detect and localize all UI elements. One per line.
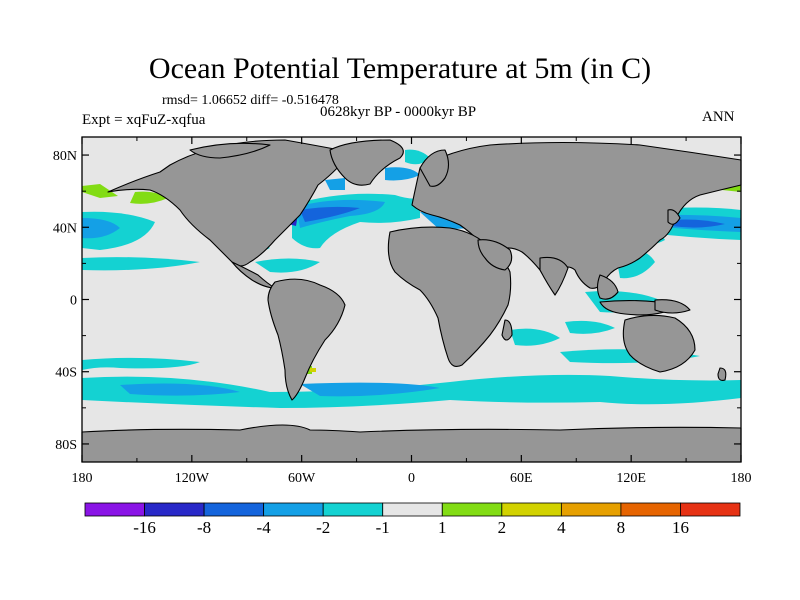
anomaly-cyan-tropical-indian (565, 320, 615, 334)
anomaly-green-aleutian (130, 191, 168, 204)
lon-tick-label: 120E (616, 471, 646, 486)
experiment-label: Expt = xqFuZ-xqfua (82, 112, 206, 128)
anomaly-cyan-east-pacific (82, 357, 200, 370)
lat-tick-label: 0 (70, 294, 77, 309)
lat-tick-label: 40N (53, 221, 77, 236)
colorbar-label: 16 (671, 518, 689, 537)
anomaly-cyan-caribbean (255, 258, 320, 273)
colorbar-swatch (382, 502, 443, 517)
anomaly-yellow-south-atlantic (310, 368, 316, 372)
colorbar-swatch (84, 502, 145, 517)
latitude-axis: 80N 40N 0 40S 80S (53, 149, 741, 453)
land-scandinavia (419, 149, 450, 187)
anomaly-deepblue-gulfstream (300, 206, 360, 222)
lat-tick-label: 40S (55, 366, 77, 381)
land-australia (622, 314, 696, 373)
colorbar-swatch (322, 502, 384, 517)
land-masses (81, 139, 742, 463)
plot-title: Ocean Potential Temperature at 5m (in C) (148, 52, 652, 85)
colorbar-swatch (560, 502, 622, 517)
anomaly-blue-south-pacific (120, 383, 240, 396)
anomaly-cyan-mexico-pacific (82, 257, 200, 271)
lat-tick-label: 80S (55, 438, 77, 453)
colorbar-label: 4 (557, 518, 566, 537)
land-southeast-asia (596, 274, 619, 300)
anomaly-green-n-pacific-west (82, 184, 118, 198)
land-arabia (477, 239, 513, 271)
colorbar-swatch (263, 502, 324, 517)
colorbar-label: -1 (375, 518, 390, 537)
lon-tick-label: 180 (72, 471, 93, 486)
anomaly-blue-southern-ocean (300, 382, 440, 397)
anomaly-blue-nordic-seas (385, 167, 420, 181)
lat-tick-label: 80N (53, 149, 77, 164)
anomaly-cyan-norwegian (405, 149, 430, 165)
land-greenland (329, 139, 404, 186)
anomaly-cyan-indian-south (510, 328, 560, 346)
longitude-axis: 180 120W 60W 0 60E 120E 180 (72, 137, 752, 486)
anomaly-blue-labrador (325, 178, 345, 190)
colorbar-label: 2 (497, 518, 507, 537)
rmsd-diff-stats: rmsd= 1.06652 diff= -0.516478 (162, 93, 339, 108)
season-label: ANN (702, 109, 735, 125)
land-japan (667, 209, 681, 225)
colorbar-label: -16 (133, 518, 156, 537)
anomaly-blue-n-pacific-west (82, 218, 120, 239)
colorbar-swatch (203, 502, 265, 517)
lon-tick-label: 60W (288, 471, 316, 486)
colorbar-label: 8 (616, 518, 626, 537)
colorbar-swatch (144, 502, 205, 517)
time-period-label: 0628kyr BP - 0000kyr BP (320, 104, 477, 120)
colorbar-label: 1 (438, 518, 447, 537)
land-new-zealand (717, 367, 727, 381)
land-arctic-north-america (189, 142, 271, 159)
lon-tick-label: 180 (731, 471, 752, 486)
lon-tick-label: 60E (510, 471, 533, 486)
colorbar-swatch (620, 502, 681, 517)
land-madagascar (501, 319, 513, 341)
colorbar-swatch (441, 502, 503, 517)
anomaly-deepblue-kuroshio (672, 219, 725, 228)
colorbar (84, 502, 741, 517)
lon-tick-label: 0 (408, 471, 415, 486)
colorbar-label: -4 (256, 518, 271, 537)
colorbar-label: -8 (196, 518, 212, 537)
colorbar-swatch (680, 502, 741, 517)
lon-tick-label: 120W (175, 471, 210, 486)
colorbar-label: -2 (316, 518, 331, 537)
colorbar-swatch (501, 502, 562, 517)
land-south-america (267, 278, 346, 401)
land-antarctica (81, 424, 742, 463)
land-india (539, 256, 569, 296)
land-new-guinea (654, 299, 691, 314)
